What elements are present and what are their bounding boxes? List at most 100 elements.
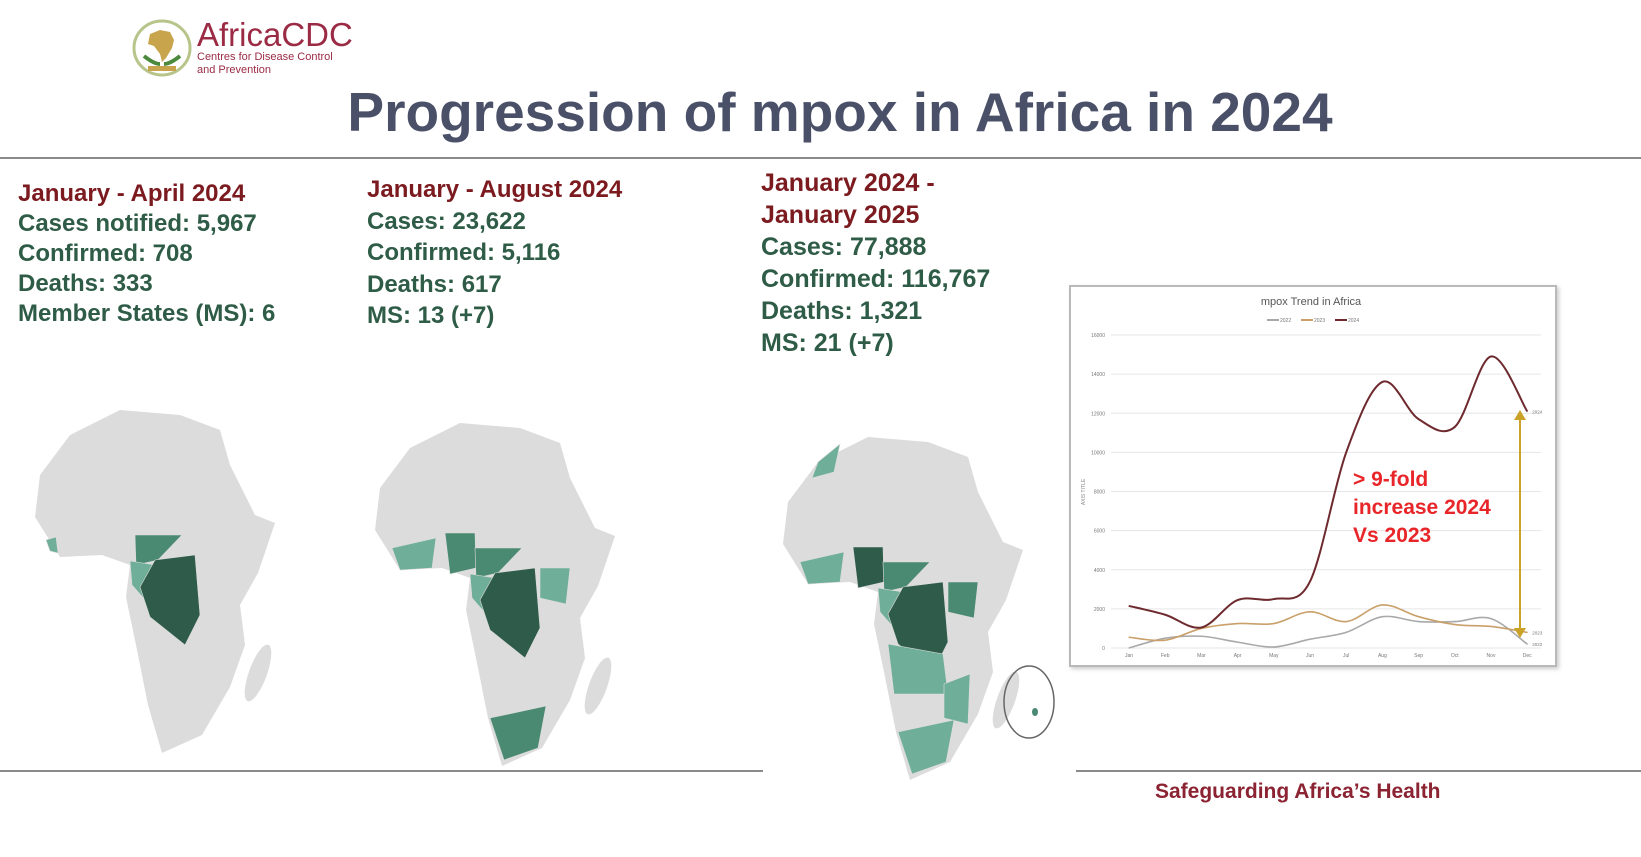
stat-confirmed: Confirmed: 116,767 <box>761 265 991 293</box>
chart-legend: 2022 2023 2024 <box>1267 318 1359 324</box>
data-point-2022-Jun <box>1309 638 1311 640</box>
mauritius-highlight-circle <box>1003 665 1055 739</box>
mpox-trend-chart: mpox Trend in Africa 2022 2023 2024 0 2000 4… <box>1069 285 1557 667</box>
y-tick-label: 8000 <box>1094 490 1105 496</box>
stat-confirmed: Confirmed: 5,116 <box>367 239 561 266</box>
country-region-guinea <box>45 536 59 554</box>
data-point-2022-Jul <box>1345 631 1347 633</box>
x-tick-label: Nov <box>1487 653 1496 659</box>
map-jan-2024-jan-2025 <box>783 437 1023 780</box>
africa-cdc-emblem <box>132 19 192 77</box>
stat-cases: Cases notified: 5,967 <box>18 210 257 237</box>
country-region-nigeria <box>444 532 477 575</box>
country-region-eastafrica <box>947 581 979 619</box>
chart-title: mpox Trend in Africa <box>1261 296 1362 308</box>
data-point-2022-Jan <box>1128 647 1130 649</box>
data-point-2023-Jul <box>1345 620 1347 623</box>
data-point-2022-Sep <box>1418 620 1420 623</box>
mauritius-marker <box>1032 708 1038 716</box>
series-end-label-2024: 2024 <box>1532 409 1543 414</box>
y-tick-label: 2000 <box>1094 607 1105 613</box>
series-line-2023 <box>1128 604 1528 642</box>
period-jan-apr-2024: January - April 2024 Cases notified: 5,9… <box>18 179 275 329</box>
period-jan-2024-jan-2025: January 2024 - January 2025 Cases: 77,88… <box>761 167 990 359</box>
map-jan-aug-2024 <box>375 423 615 766</box>
data-point-2024-Sep <box>1418 418 1420 420</box>
y-tick-label: 14000 <box>1091 372 1105 378</box>
data-point-2023-Feb <box>1164 639 1166 641</box>
period-heading: January - August 2024 <box>367 176 623 203</box>
data-point-2022-May <box>1273 646 1275 648</box>
country-region-drc <box>139 554 201 646</box>
x-tick-label: Feb <box>1161 653 1170 659</box>
data-point-2023-Sep <box>1418 616 1420 618</box>
period-heading-line1: January 2024 - <box>761 169 935 197</box>
data-point-2024-Jun <box>1309 580 1311 583</box>
logo-subtitle-line2: and Prevention <box>197 64 271 76</box>
country-region-mozzim <box>943 673 971 725</box>
data-point-2024-Aug <box>1381 381 1383 383</box>
country-region-drc <box>479 567 541 659</box>
data-point-2023-Jan <box>1128 636 1130 638</box>
map-jan-apr-2024 <box>35 410 275 753</box>
madagascar <box>992 671 1020 729</box>
title-divider <box>0 157 1641 159</box>
data-point-2023-Dec <box>1526 631 1528 633</box>
y-tick-label: 12000 <box>1091 411 1105 417</box>
data-point-2023-Aug <box>1381 604 1383 606</box>
y-tick-label: 4000 <box>1094 568 1105 574</box>
period-jan-aug-2024: January - August 2024 Cases: 23,622 Conf… <box>367 174 622 332</box>
stat-member-states: MS: 13 (+7) <box>367 302 495 329</box>
x-tick-label: Dec <box>1523 653 1532 659</box>
data-point-2022-Mar <box>1200 635 1202 637</box>
y-axis-title: AXIS TITLE <box>1081 478 1087 505</box>
y-tick-label: 6000 <box>1094 529 1105 535</box>
data-point-2024-Apr <box>1237 599 1239 601</box>
stat-deaths: Deaths: 333 <box>18 270 153 297</box>
data-point-2024-Mar <box>1200 626 1202 629</box>
data-point-2022-Feb <box>1164 637 1166 639</box>
legend-label-2024: 2024 <box>1348 318 1359 324</box>
country-region-eastafrica <box>539 567 571 605</box>
stat-deaths: Deaths: 617 <box>367 270 502 298</box>
logo-subtitle: Centres for Disease Control and Preventi… <box>197 51 337 77</box>
x-tick-label: Sep <box>1414 653 1423 659</box>
stat-cases: Cases: 77,888 <box>761 233 927 261</box>
data-point-2024-Oct <box>1454 426 1456 428</box>
data-point-2024-May <box>1273 598 1275 600</box>
period-heading: January - April 2024 <box>18 180 246 207</box>
data-point-2022-Nov <box>1490 618 1492 620</box>
country-region-westafrica <box>391 537 437 571</box>
maps-layer <box>35 410 1055 780</box>
data-point-2024-Feb <box>1164 614 1166 616</box>
stat-member-states: MS: 21 (+7) <box>761 329 894 357</box>
data-point-2023-Nov <box>1490 625 1492 628</box>
data-point-2022-Dec <box>1526 643 1528 645</box>
country-region-southafrica <box>897 719 955 775</box>
logo-wordmark: AfricaCDC <box>197 16 353 53</box>
x-tick-label: Mar <box>1197 653 1206 659</box>
data-point-2022-Oct <box>1454 620 1456 623</box>
chart-svg: mpox Trend in Africa 2022 2023 2024 0 2000 4… <box>1081 296 1543 659</box>
data-point-2024-Jul <box>1345 451 1347 453</box>
footer-divider-right <box>1076 770 1641 772</box>
series-line-2022 <box>1128 615 1528 649</box>
madagascar <box>584 657 612 715</box>
data-point-2024-Dec <box>1526 410 1528 412</box>
data-point-2024-Jan <box>1128 605 1130 607</box>
madagascar <box>244 644 272 702</box>
country-region-southafrica <box>489 705 547 761</box>
y-tick-label: 16000 <box>1091 333 1105 339</box>
stat-deaths: Deaths: 1,321 <box>761 297 923 325</box>
data-point-2023-Jun <box>1309 611 1311 613</box>
x-tick-label: Jul <box>1343 653 1349 659</box>
series-end-label-2023: 2023 <box>1532 630 1543 635</box>
footer-divider-left <box>0 770 763 772</box>
data-point-2022-Apr <box>1237 641 1239 643</box>
period-heading-line2: January 2025 <box>761 201 920 229</box>
x-tick-label: Aug <box>1378 653 1387 659</box>
country-region-nigeria <box>852 546 885 589</box>
legend-label-2022: 2022 <box>1280 318 1291 324</box>
data-point-2023-May <box>1273 622 1275 625</box>
data-point-2023-Apr <box>1237 622 1239 625</box>
